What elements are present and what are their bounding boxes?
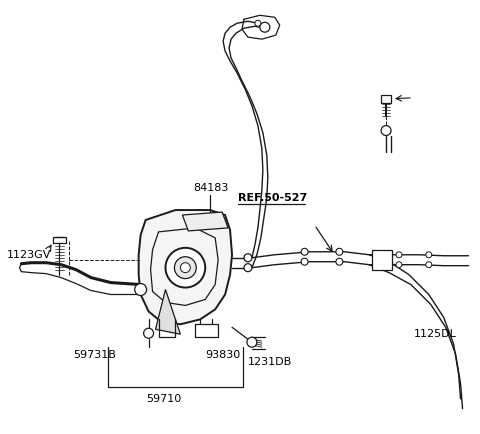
Circle shape	[166, 248, 205, 288]
Text: 84183: 84183	[193, 183, 228, 193]
Text: 93830: 93830	[205, 350, 240, 360]
Text: 1125DL: 1125DL	[414, 329, 457, 339]
Polygon shape	[372, 250, 392, 270]
Text: 1123GV: 1123GV	[7, 250, 51, 260]
Circle shape	[426, 262, 432, 268]
Polygon shape	[139, 210, 232, 324]
Circle shape	[336, 248, 343, 255]
Circle shape	[244, 254, 252, 262]
Circle shape	[247, 337, 257, 347]
Polygon shape	[156, 289, 180, 334]
Circle shape	[381, 125, 391, 135]
Circle shape	[301, 258, 308, 265]
Circle shape	[255, 20, 261, 26]
Circle shape	[396, 262, 402, 268]
Circle shape	[180, 263, 191, 273]
Polygon shape	[182, 212, 228, 231]
Circle shape	[144, 328, 154, 338]
Text: 59710: 59710	[146, 394, 181, 404]
Circle shape	[396, 252, 402, 258]
Polygon shape	[381, 95, 391, 103]
Circle shape	[336, 258, 343, 265]
Text: 1231DB: 1231DB	[248, 357, 292, 367]
Text: REF.50-527: REF.50-527	[238, 193, 307, 203]
Circle shape	[174, 257, 196, 279]
Circle shape	[135, 283, 146, 296]
Circle shape	[426, 252, 432, 258]
Text: 59731B: 59731B	[73, 350, 116, 360]
Circle shape	[260, 22, 270, 32]
Circle shape	[301, 248, 308, 255]
Circle shape	[244, 264, 252, 272]
